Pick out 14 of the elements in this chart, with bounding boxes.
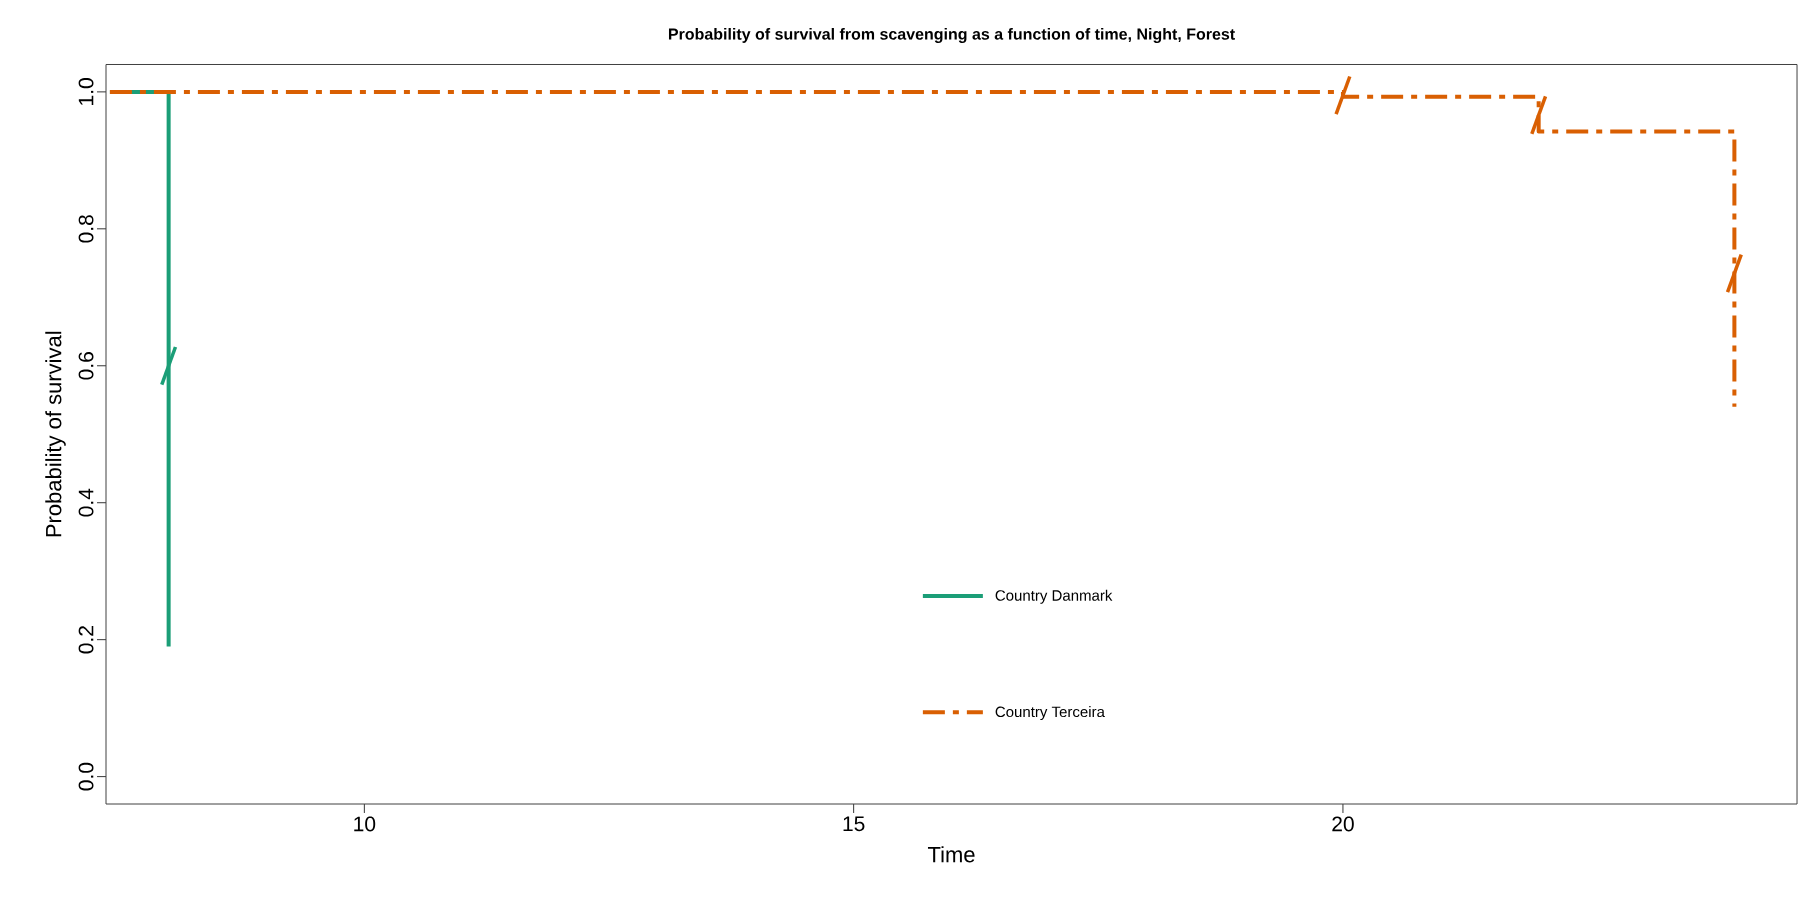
- y-tick-label: 0.4: [78, 488, 94, 517]
- chart-title: Probability of survival from scavenging as a function of time, Night, Forest: [668, 28, 1235, 43]
- x-axis-title: Time: [927, 846, 975, 863]
- x-tick-label: 10: [354, 816, 376, 832]
- x-tick-label: 15: [843, 816, 865, 832]
- y-tick-label: 0.8: [78, 215, 94, 243]
- legend-label: Country Danmark: [995, 589, 1113, 604]
- y-tick-label: 0.6: [78, 352, 94, 380]
- y-tick-label: 1.0: [78, 78, 94, 105]
- x-tick-label: 20: [1332, 816, 1354, 832]
- y-axis-title: Probability of survival: [45, 331, 66, 537]
- y-tick-label: 0.2: [78, 626, 94, 654]
- legend-label: Country Terceira: [995, 706, 1105, 721]
- y-tick-label: 0.0: [78, 762, 94, 791]
